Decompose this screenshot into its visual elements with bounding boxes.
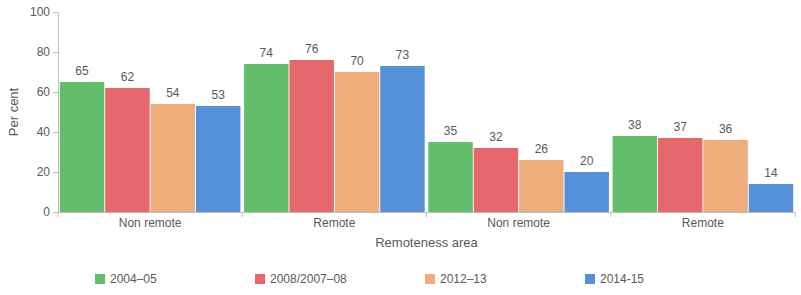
data-label: 65 bbox=[75, 64, 89, 78]
legend-swatch bbox=[425, 274, 435, 284]
data-label: 37 bbox=[674, 120, 688, 134]
y-tick: 40 bbox=[37, 125, 58, 139]
bar bbox=[658, 138, 702, 212]
legend-item: 2012–13 bbox=[425, 272, 487, 286]
data-labels: 65 74 35 38 62 76 32 37 54 70 26 36 53 73 20 14 bbox=[75, 42, 778, 180]
x-tick: Non remote bbox=[119, 212, 182, 230]
data-label: 70 bbox=[350, 54, 364, 68]
legend-label: 2004–05 bbox=[110, 272, 157, 286]
y-tick: 80 bbox=[37, 45, 58, 59]
category-separator bbox=[426, 212, 427, 217]
data-label: 14 bbox=[764, 166, 778, 180]
x-axis: Non remote Remote Non remote Remote bbox=[58, 212, 796, 230]
x-tick: Remote bbox=[313, 212, 355, 230]
data-label: 36 bbox=[719, 122, 733, 136]
series bbox=[105, 60, 702, 212]
data-label: 32 bbox=[489, 130, 503, 144]
y-tick-mark bbox=[53, 132, 58, 133]
legend-item: 2014-15 bbox=[585, 272, 644, 286]
x-tick-label: Non remote bbox=[487, 216, 550, 230]
x-tick: Non remote bbox=[487, 212, 550, 230]
y-tick: 60 bbox=[37, 85, 58, 99]
legend-label: 2014-15 bbox=[600, 272, 644, 286]
x-tick: Remote bbox=[682, 212, 724, 230]
data-label: 53 bbox=[212, 88, 226, 102]
bar bbox=[474, 148, 518, 212]
bar bbox=[289, 60, 333, 212]
legend-label: 2008/2007–08 bbox=[270, 272, 347, 286]
bar bbox=[564, 172, 608, 212]
legend-swatch bbox=[255, 274, 265, 284]
y-tick-label: 0 bbox=[43, 205, 50, 219]
y-tick: 100 bbox=[30, 5, 58, 19]
data-label: 26 bbox=[535, 142, 549, 156]
series bbox=[60, 64, 657, 212]
y-tick-mark bbox=[53, 12, 58, 13]
bar bbox=[613, 136, 657, 212]
chart: 65 74 35 38 62 76 32 37 54 70 26 36 53 73 20 14 0 20 40 60 8… bbox=[0, 0, 801, 295]
y-tick-mark bbox=[53, 172, 58, 173]
x-tick-label: Remote bbox=[682, 216, 724, 230]
bars bbox=[60, 60, 793, 212]
category-separator bbox=[795, 212, 796, 217]
bar bbox=[60, 82, 104, 212]
legend-item: 2008/2007–08 bbox=[255, 272, 347, 286]
data-label: 54 bbox=[166, 86, 180, 100]
x-tick-label: Non remote bbox=[119, 216, 182, 230]
data-label: 20 bbox=[580, 154, 594, 168]
y-tick-label: 60 bbox=[37, 85, 51, 99]
y-tick-label: 80 bbox=[37, 45, 51, 59]
bar bbox=[519, 160, 563, 212]
bar bbox=[196, 106, 240, 212]
category-separator bbox=[58, 212, 59, 217]
data-label: 73 bbox=[396, 48, 410, 62]
y-tick: 0 bbox=[43, 205, 58, 219]
data-label: 38 bbox=[628, 118, 642, 132]
bar bbox=[151, 104, 195, 212]
data-label: 35 bbox=[444, 124, 458, 138]
y-axis-line bbox=[58, 13, 59, 213]
legend-item: 2004–05 bbox=[95, 272, 157, 286]
legend-swatch bbox=[95, 274, 105, 284]
plot: 65 74 35 38 62 76 32 37 54 70 26 36 53 73 20 14 0 20 40 60 8… bbox=[30, 5, 796, 229]
bar bbox=[703, 140, 747, 212]
x-axis-title: Remoteness area bbox=[375, 235, 478, 250]
series bbox=[151, 72, 748, 212]
y-axis-title: Per cent bbox=[6, 87, 21, 136]
data-label: 74 bbox=[260, 46, 274, 60]
bar bbox=[335, 72, 379, 212]
legend-label: 2012–13 bbox=[440, 272, 487, 286]
y-tick-label: 20 bbox=[37, 165, 51, 179]
y-tick: 20 bbox=[37, 165, 58, 179]
legend-swatch bbox=[585, 274, 595, 284]
y-tick-mark bbox=[53, 212, 58, 213]
legend: 2004–05 2008/2007–08 2012–13 2014-15 bbox=[95, 272, 644, 286]
series bbox=[196, 66, 793, 212]
bar bbox=[105, 88, 149, 212]
data-label: 62 bbox=[121, 70, 135, 84]
category-separator bbox=[242, 212, 243, 217]
y-tick-label: 40 bbox=[37, 125, 51, 139]
y-tick-mark bbox=[53, 92, 58, 93]
bar bbox=[428, 142, 472, 212]
bar bbox=[749, 184, 793, 212]
bar bbox=[244, 64, 288, 212]
x-tick-label: Remote bbox=[313, 216, 355, 230]
category-separator bbox=[610, 212, 611, 217]
y-tick-label: 100 bbox=[30, 5, 50, 19]
data-label: 76 bbox=[305, 42, 319, 56]
y-tick-mark bbox=[53, 52, 58, 53]
y-axis: 0 20 40 60 80 100 bbox=[30, 5, 59, 219]
bar bbox=[380, 66, 424, 212]
